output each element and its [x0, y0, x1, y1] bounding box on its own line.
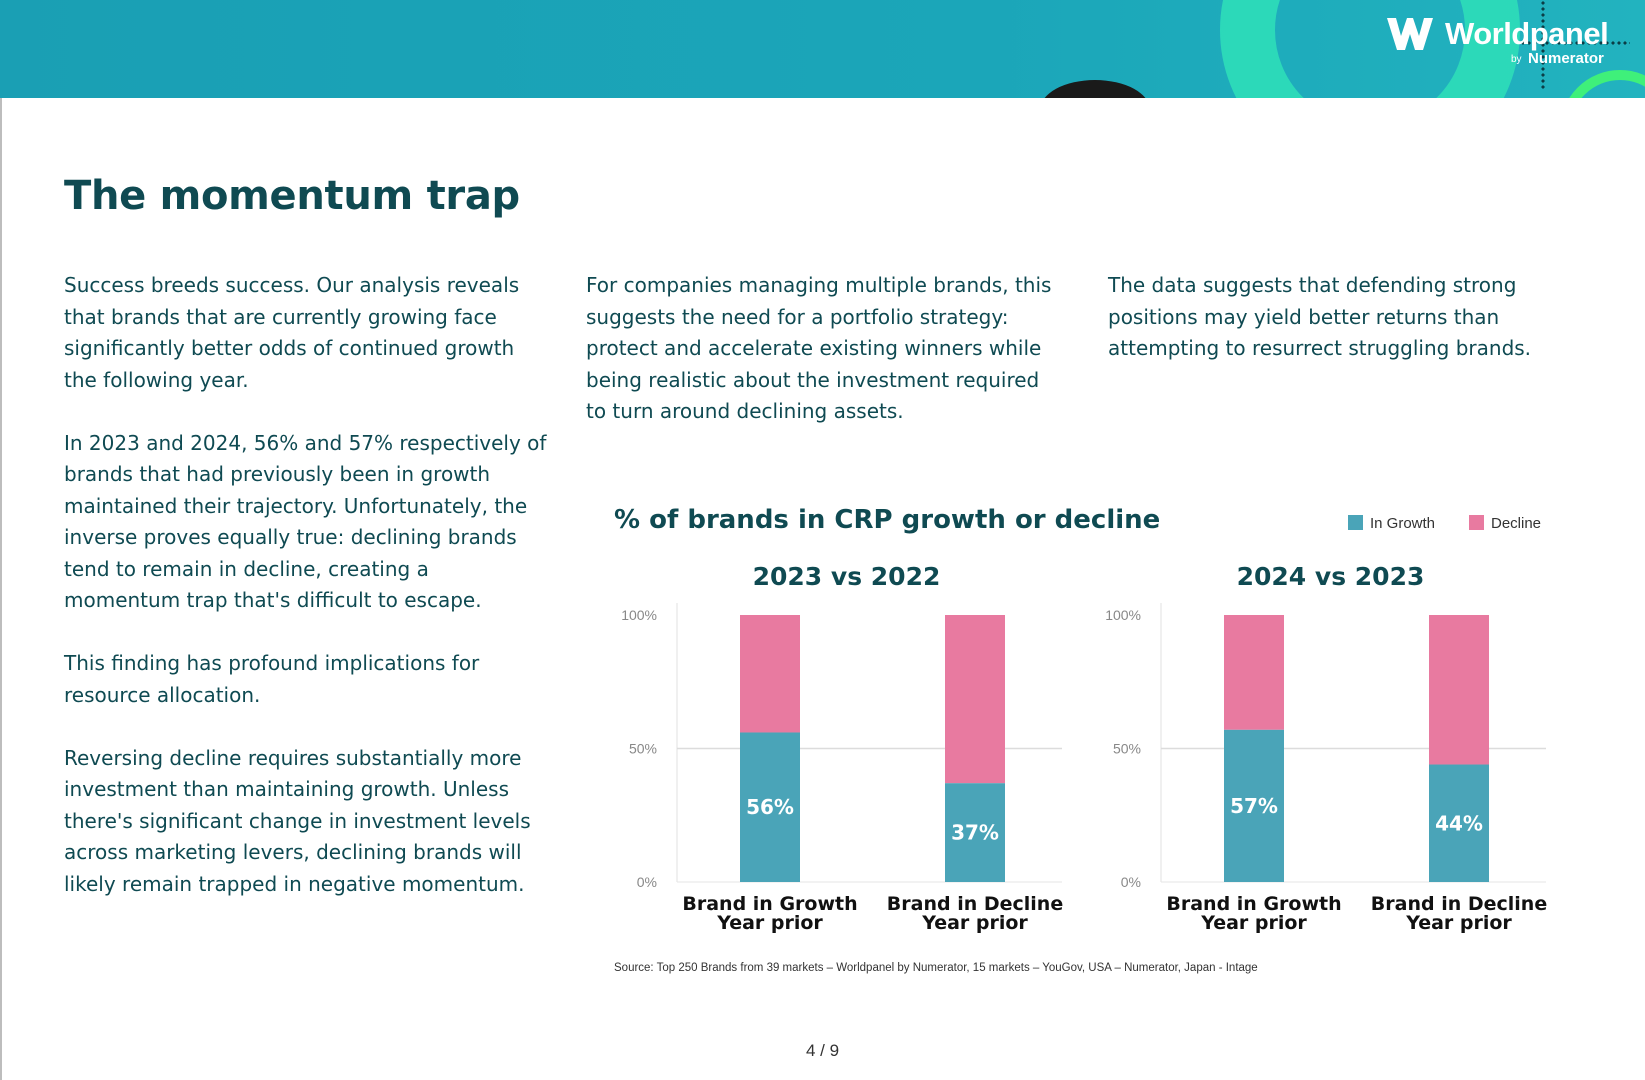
bar-segment-decline: [1429, 615, 1489, 765]
decorative-dots: [1520, 40, 1630, 46]
x-category-sublabel: Year prior: [716, 912, 823, 934]
x-category-sublabel: Year prior: [921, 912, 1028, 934]
bar-segment-decline: [945, 615, 1005, 784]
y-tick-label: 50%: [1113, 741, 1141, 757]
y-tick-label: 100%: [1105, 607, 1141, 623]
bar-segment-growth: [1224, 729, 1284, 882]
x-category-label: Brand in Decline: [1371, 893, 1547, 915]
x-category-sublabel: Year prior: [1200, 912, 1307, 934]
decorative-ring-small: [1560, 70, 1645, 98]
paragraph: Success breeds success. Our analysis rev…: [64, 273, 520, 392]
text-column-1: Success breeds success. Our analysis rev…: [64, 270, 549, 932]
bar-value-label: 44%: [1435, 811, 1483, 835]
legend-item-growth: In Growth: [1348, 515, 1435, 532]
legend-label-growth: In Growth: [1370, 515, 1436, 532]
bar-value-label: 37%: [951, 821, 999, 845]
page-indicator: 4 / 9: [805, 1041, 840, 1060]
bar-value-label: 56%: [746, 795, 794, 819]
panel-title: 2024 vs 2023: [1237, 562, 1425, 591]
x-category-sublabel: Year prior: [1405, 912, 1512, 934]
x-category-label: Brand in Growth: [682, 893, 857, 915]
legend-swatch-decline: [1469, 515, 1484, 530]
paragraph: The data suggests that defending strong …: [1108, 273, 1532, 360]
bar-value-label: 57%: [1230, 794, 1278, 818]
paragraph: In 2023 and 2024, 56% and 57% respective…: [64, 430, 547, 613]
logo-wordmark: Worldpanel: [1445, 16, 1609, 51]
text-column-3: The data suggests that defending strong …: [1108, 270, 1598, 396]
paragraph: Reversing decline requires substantially…: [64, 745, 531, 896]
legend-swatch-growth: [1348, 515, 1363, 530]
bar-segment-growth: [1429, 764, 1489, 882]
bar-segment-decline: [740, 615, 800, 733]
text-column-2: For companies managing multiple brands, …: [586, 270, 1056, 459]
y-tick-label: 50%: [629, 741, 657, 757]
banner-photo: [1040, 80, 1150, 98]
y-tick-label: 100%: [621, 607, 657, 623]
logo-by: by: [1511, 54, 1522, 65]
bar-segment-growth: [945, 783, 1005, 882]
x-category-label: Brand in Decline: [887, 893, 1063, 915]
chart-source: Source: Top 250 Brands from 39 markets –…: [614, 962, 1258, 974]
chart-title: % of brands in CRP growth or decline: [614, 505, 1161, 535]
decorative-dots-vertical: [1540, 0, 1546, 90]
bar-segment-growth: [740, 732, 800, 882]
bar-segment-decline: [1224, 615, 1284, 730]
page-edge: [0, 98, 2, 1080]
logo-parent: Numerator: [1528, 50, 1604, 67]
legend-item-decline: Decline: [1469, 515, 1541, 532]
decorative-ring: [1220, 0, 1520, 98]
x-category-label: Brand in Growth: [1166, 893, 1341, 915]
page-title: The momentum trap: [64, 173, 520, 219]
legend-label-decline: Decline: [1491, 515, 1542, 532]
paragraph: For companies managing multiple brands, …: [586, 273, 1052, 423]
y-tick-label: 0%: [1121, 874, 1141, 890]
panel-title: 2023 vs 2022: [753, 562, 941, 591]
y-tick-label: 0%: [637, 874, 657, 890]
worldpanel-w-icon: [1387, 18, 1433, 50]
paragraph: This finding has profound implications f…: [64, 651, 480, 707]
header-banner: Worldpanel by Numerator: [0, 0, 1645, 98]
